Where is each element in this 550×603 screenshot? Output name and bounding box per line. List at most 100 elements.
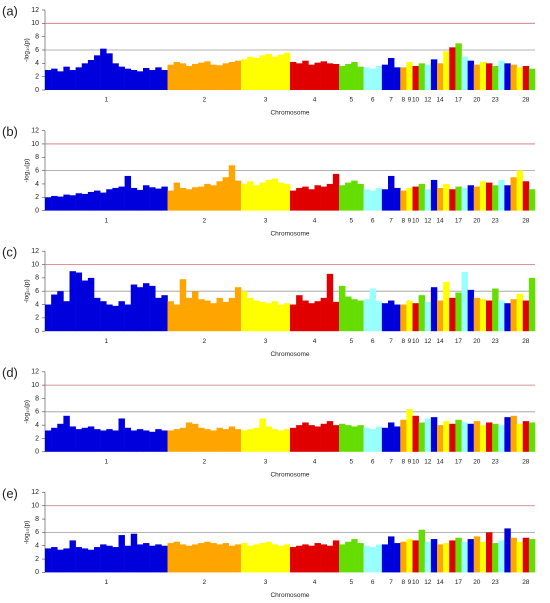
snp-column [400, 190, 407, 211]
snp-column [204, 300, 211, 332]
snp-column [314, 62, 321, 90]
snp-column [424, 189, 432, 211]
snp-column [112, 430, 119, 452]
snp-column [179, 427, 187, 452]
snp-column [394, 187, 401, 211]
snp-column [412, 186, 419, 211]
snp-column [504, 63, 511, 90]
chromosome-label: 14 [436, 338, 444, 345]
snp-column [528, 277, 536, 332]
snp-column [185, 545, 193, 573]
snp-column [185, 422, 193, 452]
chromosome-label: 12 [424, 338, 432, 345]
snp-column [87, 191, 95, 211]
snp-column [375, 544, 383, 573]
snp-column [51, 195, 58, 211]
x-axis-label: Chromosome [270, 230, 309, 237]
snp-column [210, 185, 217, 211]
y-tick-label: 6 [35, 409, 39, 416]
snp-column [265, 179, 272, 211]
snp-column [228, 297, 236, 332]
snp-column [118, 66, 125, 90]
snp-column [486, 300, 493, 332]
y-tick-label: 4 [35, 422, 39, 429]
snp-column [473, 421, 481, 452]
chromosome-label: 7 [389, 459, 393, 466]
snp-column [369, 68, 377, 90]
snp-column [400, 541, 407, 573]
snp-column [443, 183, 450, 211]
snp-column [253, 185, 260, 211]
snp-column [412, 66, 419, 90]
snp-column [136, 287, 144, 332]
snp-column [510, 299, 517, 332]
snp-column [283, 52, 291, 90]
chromosome-label: 2 [202, 338, 206, 345]
snp-column [277, 430, 285, 452]
chromosome-label: 5 [349, 217, 353, 224]
snp-column [167, 190, 174, 211]
chromosome-label: 8 [402, 338, 406, 345]
snp-column [75, 272, 83, 332]
snp-column [45, 430, 52, 452]
snp-column [510, 177, 517, 211]
snp-column [290, 190, 297, 211]
snp-column [522, 537, 530, 573]
snp-column [308, 303, 315, 332]
snp-column [528, 422, 536, 452]
snp-column [473, 297, 481, 332]
snp-column [241, 183, 248, 211]
y-tick-label: 0 [35, 207, 39, 214]
chromosome-label: 9 [408, 579, 412, 586]
x-axis-label: Chromosome [270, 351, 309, 358]
snp-column [198, 543, 205, 573]
snp-column [234, 287, 242, 332]
snp-column [461, 541, 468, 573]
snp-column [339, 544, 346, 573]
snp-column [155, 297, 162, 332]
snp-column [210, 430, 217, 452]
chromosome-label: 20 [473, 217, 481, 224]
snp-column [161, 186, 168, 211]
snp-column [283, 429, 291, 452]
snp-column [192, 64, 199, 90]
snp-column [210, 543, 217, 573]
snp-column [173, 62, 181, 90]
snp-column [498, 179, 505, 211]
chromosome-label: 20 [473, 338, 481, 345]
snp-column [486, 63, 493, 90]
chromosome-label: 1 [104, 217, 108, 224]
chromosome-label: 3 [264, 338, 268, 345]
chromosome-label: 20 [473, 579, 481, 586]
snp-column [467, 423, 475, 452]
snp-column [504, 185, 511, 211]
snp-column [467, 539, 475, 573]
snp-column [185, 66, 193, 90]
chromosome-label: 23 [492, 217, 500, 224]
snp-column [473, 186, 481, 211]
chromosome-label: 28 [522, 459, 530, 466]
snp-column [443, 421, 450, 452]
chromosome-label: 28 [522, 579, 530, 586]
snp-column [161, 545, 168, 573]
snp-column [63, 66, 70, 90]
snp-column [271, 56, 279, 90]
snp-column [100, 430, 107, 452]
snp-column [381, 189, 389, 211]
chromosome-label: 8 [402, 579, 406, 586]
snp-column [455, 292, 462, 332]
snp-column [216, 65, 223, 90]
snp-column [492, 543, 499, 573]
snp-column [418, 63, 426, 90]
snp-column [45, 70, 52, 90]
snp-column [314, 301, 321, 332]
snp-column [143, 68, 150, 90]
snp-column [345, 64, 352, 90]
snp-column [332, 425, 340, 452]
chromosome-label: 14 [436, 579, 444, 586]
chromosome-label: 5 [349, 459, 353, 466]
snp-column [69, 540, 76, 573]
snp-column [259, 182, 266, 211]
snp-column [443, 281, 450, 332]
